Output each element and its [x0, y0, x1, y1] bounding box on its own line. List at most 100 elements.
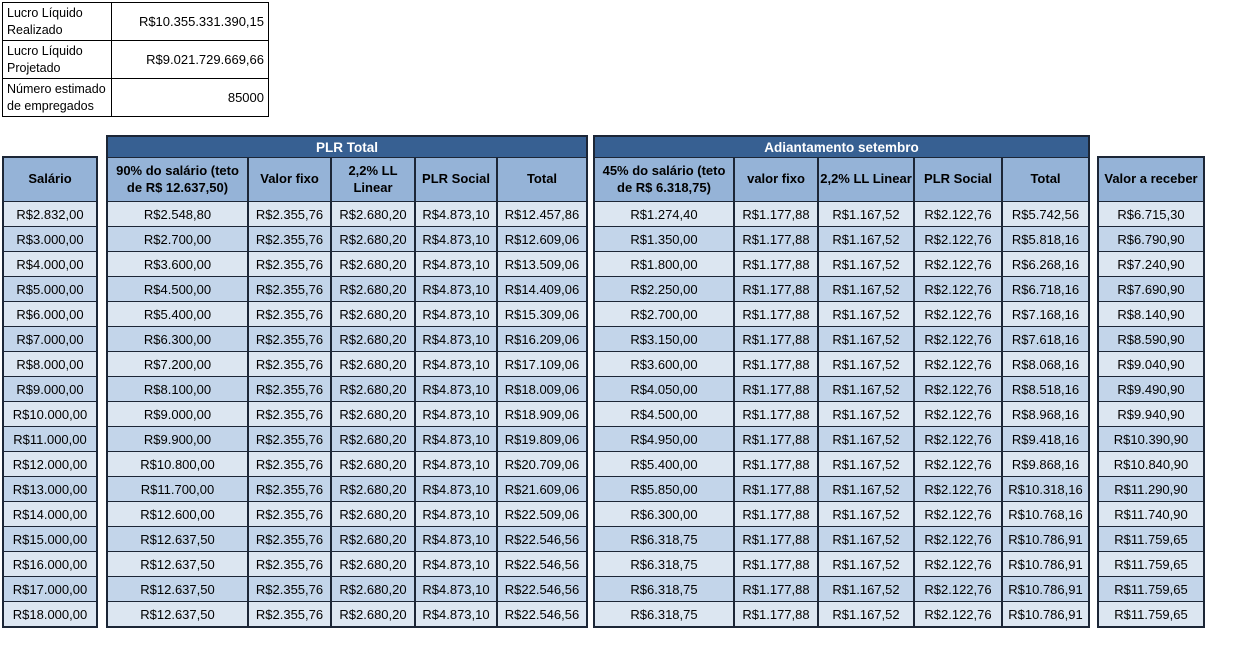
cell-adiantamento[interactable]: R$4.050,00 [593, 376, 735, 402]
cell-plr[interactable]: R$4.873,10 [414, 501, 498, 527]
cell-plr[interactable]: R$2.355,76 [247, 476, 332, 502]
cell-plr[interactable]: R$18.009,06 [496, 376, 588, 402]
summary-value-cell[interactable]: R$10.355.331.390,15 [111, 2, 269, 41]
cell-adiantamento[interactable]: R$8.068,16 [1001, 351, 1090, 377]
column-header[interactable]: 2,2% LL Linear [817, 157, 915, 202]
cell-valor-a-receber[interactable]: R$11.740,90 [1097, 501, 1205, 527]
cell-plr[interactable]: R$2.355,76 [247, 451, 332, 477]
cell-plr[interactable]: R$2.680,20 [330, 451, 416, 477]
cell-plr[interactable]: R$4.873,10 [414, 201, 498, 227]
cell-plr[interactable]: R$2.680,20 [330, 326, 416, 352]
cell-adiantamento[interactable]: R$2.122,76 [913, 401, 1003, 427]
cell-adiantamento[interactable]: R$2.122,76 [913, 301, 1003, 327]
cell-plr[interactable]: R$2.680,20 [330, 401, 416, 427]
cell-adiantamento[interactable]: R$6.318,75 [593, 551, 735, 577]
cell-plr[interactable]: R$2.680,20 [330, 251, 416, 277]
cell-plr[interactable]: R$2.355,76 [247, 351, 332, 377]
cell-plr[interactable]: R$17.109,06 [496, 351, 588, 377]
cell-adiantamento[interactable]: R$1.167,52 [817, 201, 915, 227]
cell-adiantamento[interactable]: R$9.418,16 [1001, 426, 1090, 452]
cell-adiantamento[interactable]: R$1.167,52 [817, 376, 915, 402]
cell-plr[interactable]: R$22.546,56 [496, 526, 588, 552]
cell-adiantamento[interactable]: R$1.167,52 [817, 301, 915, 327]
cell-adiantamento[interactable]: R$1.167,52 [817, 426, 915, 452]
cell-adiantamento[interactable]: R$6.318,75 [593, 576, 735, 602]
cell-adiantamento[interactable]: R$2.122,76 [913, 576, 1003, 602]
cell-plr[interactable]: R$11.700,00 [106, 476, 249, 502]
cell-plr[interactable]: R$4.873,10 [414, 401, 498, 427]
cell-plr[interactable]: R$14.409,06 [496, 276, 588, 302]
cell-salario[interactable]: R$5.000,00 [2, 276, 98, 302]
cell-plr[interactable]: R$20.709,06 [496, 451, 588, 477]
cell-adiantamento[interactable]: R$4.500,00 [593, 401, 735, 427]
cell-salario[interactable]: R$12.000,00 [2, 451, 98, 477]
column-header[interactable]: 45% do salário (teto de R$ 6.318,75) [593, 157, 735, 202]
cell-adiantamento[interactable]: R$2.122,76 [913, 226, 1003, 252]
cell-plr[interactable]: R$19.809,06 [496, 426, 588, 452]
cell-plr[interactable]: R$4.873,10 [414, 601, 498, 628]
column-header[interactable]: Total [496, 157, 588, 202]
cell-plr[interactable]: R$21.609,06 [496, 476, 588, 502]
summary-label-cell[interactable]: Lucro Líquido Projetado [2, 40, 112, 79]
cell-plr[interactable]: R$2.355,76 [247, 526, 332, 552]
cell-salario[interactable]: R$9.000,00 [2, 376, 98, 402]
cell-adiantamento[interactable]: R$10.768,16 [1001, 501, 1090, 527]
cell-adiantamento[interactable]: R$1.167,52 [817, 351, 915, 377]
cell-salario[interactable]: R$11.000,00 [2, 426, 98, 452]
cell-valor-a-receber[interactable]: R$11.759,65 [1097, 551, 1205, 577]
cell-plr[interactable]: R$2.680,20 [330, 426, 416, 452]
cell-plr[interactable]: R$2.355,76 [247, 551, 332, 577]
cell-plr[interactable]: R$2.680,20 [330, 501, 416, 527]
cell-salario[interactable]: R$18.000,00 [2, 601, 98, 628]
cell-plr[interactable]: R$2.680,20 [330, 551, 416, 577]
cell-plr[interactable]: R$2.355,76 [247, 251, 332, 277]
summary-value-cell[interactable]: 85000 [111, 78, 269, 117]
cell-plr[interactable]: R$4.873,10 [414, 226, 498, 252]
cell-adiantamento[interactable]: R$2.250,00 [593, 276, 735, 302]
cell-salario[interactable]: R$4.000,00 [2, 251, 98, 277]
cell-adiantamento[interactable]: R$6.318,75 [593, 526, 735, 552]
cell-adiantamento[interactable]: R$1.177,88 [733, 376, 819, 402]
cell-adiantamento[interactable]: R$6.718,16 [1001, 276, 1090, 302]
cell-salario[interactable]: R$10.000,00 [2, 401, 98, 427]
cell-salario[interactable]: R$8.000,00 [2, 351, 98, 377]
cell-salario[interactable]: R$15.000,00 [2, 526, 98, 552]
cell-salario[interactable]: R$13.000,00 [2, 476, 98, 502]
cell-salario[interactable]: R$2.832,00 [2, 201, 98, 227]
cell-plr[interactable]: R$12.637,50 [106, 551, 249, 577]
cell-plr[interactable]: R$4.873,10 [414, 326, 498, 352]
summary-value-cell[interactable]: R$9.021.729.669,66 [111, 40, 269, 79]
cell-adiantamento[interactable]: R$1.177,88 [733, 326, 819, 352]
cell-plr[interactable]: R$6.300,00 [106, 326, 249, 352]
cell-adiantamento[interactable]: R$1.167,52 [817, 401, 915, 427]
cell-valor-a-receber[interactable]: R$11.759,65 [1097, 576, 1205, 602]
cell-plr[interactable]: R$2.355,76 [247, 401, 332, 427]
cell-plr[interactable]: R$12.637,50 [106, 576, 249, 602]
cell-valor-a-receber[interactable]: R$10.840,90 [1097, 451, 1205, 477]
cell-adiantamento[interactable]: R$3.600,00 [593, 351, 735, 377]
cell-adiantamento[interactable]: R$10.318,16 [1001, 476, 1090, 502]
cell-salario[interactable]: R$16.000,00 [2, 551, 98, 577]
cell-plr[interactable]: R$4.873,10 [414, 551, 498, 577]
cell-adiantamento[interactable]: R$1.350,00 [593, 226, 735, 252]
cell-valor-a-receber[interactable]: R$6.790,90 [1097, 226, 1205, 252]
column-header[interactable]: valor fixo [733, 157, 819, 202]
cell-plr[interactable]: R$9.900,00 [106, 426, 249, 452]
cell-plr[interactable]: R$2.355,76 [247, 576, 332, 602]
cell-adiantamento[interactable]: R$2.122,76 [913, 451, 1003, 477]
cell-adiantamento[interactable]: R$2.122,76 [913, 276, 1003, 302]
cell-adiantamento[interactable]: R$1.167,52 [817, 276, 915, 302]
cell-adiantamento[interactable]: R$1.167,52 [817, 476, 915, 502]
cell-adiantamento[interactable]: R$10.786,91 [1001, 551, 1090, 577]
cell-plr[interactable]: R$16.209,06 [496, 326, 588, 352]
cell-adiantamento[interactable]: R$9.868,16 [1001, 451, 1090, 477]
column-header-salario[interactable]: Salário [2, 156, 98, 202]
summary-label-cell[interactable]: Número estimado de empregados [2, 78, 112, 117]
cell-plr[interactable]: R$18.909,06 [496, 401, 588, 427]
cell-adiantamento[interactable]: R$2.122,76 [913, 201, 1003, 227]
cell-adiantamento[interactable]: R$8.968,16 [1001, 401, 1090, 427]
cell-plr[interactable]: R$13.509,06 [496, 251, 588, 277]
cell-adiantamento[interactable]: R$1.167,52 [817, 526, 915, 552]
cell-adiantamento[interactable]: R$1.177,88 [733, 226, 819, 252]
column-header[interactable]: PLR Social [414, 157, 498, 202]
